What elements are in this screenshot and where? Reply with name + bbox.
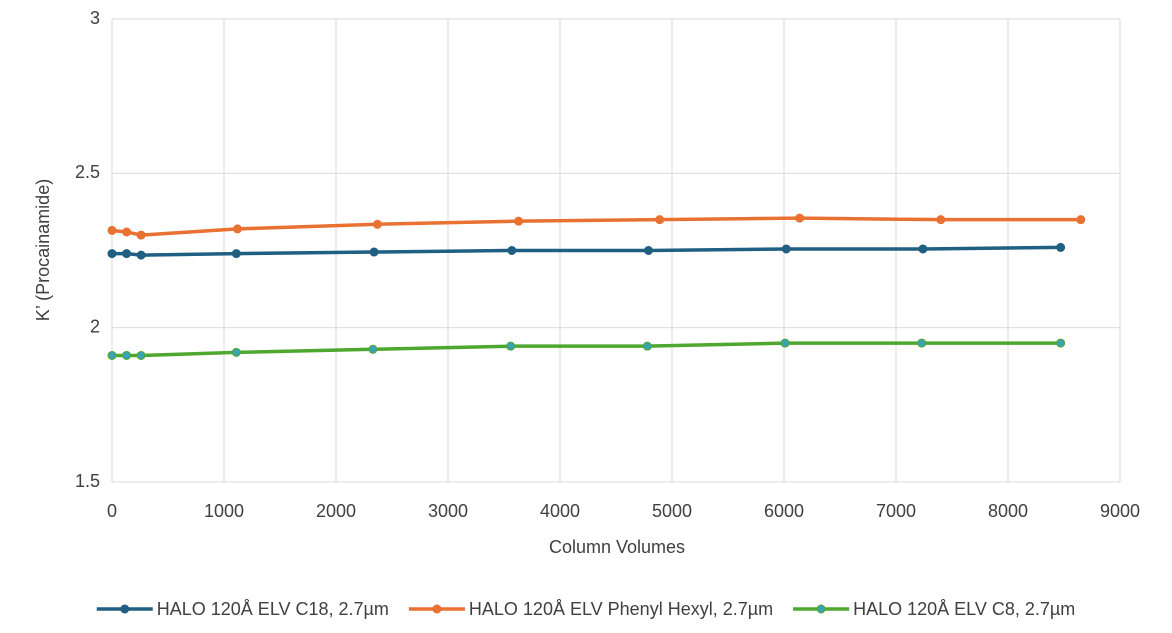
data-point (122, 249, 132, 259)
x-tick-label: 4000 (540, 501, 580, 521)
data-point (107, 249, 117, 259)
x-tick-label: 7000 (876, 501, 916, 521)
data-point (918, 244, 928, 254)
x-tick-label: 5000 (652, 501, 692, 521)
data-point (780, 338, 790, 348)
legend-item: HALO 120Å ELV Phenyl Hexyl, 2.7µm (408, 599, 773, 619)
data-point (1056, 242, 1066, 252)
data-point (917, 338, 927, 348)
y-tick-label: 2.5 (75, 162, 100, 182)
data-point (795, 213, 805, 223)
x-tick-label: 3000 (428, 501, 468, 521)
legend-item: HALO 120Å ELV C8, 2.7µm (793, 599, 1075, 619)
data-point (232, 224, 242, 234)
data-point (643, 246, 653, 255)
y-axis-label: K’ (Procainamide) (33, 179, 53, 321)
series-line (112, 341, 1061, 358)
legend-label: HALO 120Å ELV Phenyl Hexyl, 2.7µm (469, 599, 773, 619)
x-tick-label: 0 (107, 501, 117, 521)
y-tick-label: 3 (90, 8, 100, 28)
data-point (107, 225, 117, 235)
data-point (781, 244, 791, 254)
legend-marker (432, 604, 442, 614)
x-tick-label: 8000 (988, 501, 1028, 521)
x-tick-label: 6000 (764, 501, 804, 521)
data-point (514, 216, 524, 226)
legend-item: HALO 120Å ELV C18, 2.7µm (96, 599, 389, 619)
data-point (107, 350, 117, 360)
data-point (136, 350, 146, 360)
data-point (372, 219, 382, 229)
y-tick-label: 1.5 (75, 471, 100, 491)
data-point (122, 350, 132, 360)
legend-marker (120, 604, 130, 614)
data-point (369, 247, 379, 257)
data-point (231, 347, 241, 357)
data-point (368, 344, 378, 354)
data-point (122, 227, 132, 237)
data-point (1056, 338, 1066, 348)
x-tick-label: 1000 (204, 501, 244, 521)
x-tick-label: 9000 (1100, 501, 1140, 521)
data-point (136, 250, 146, 260)
data-point (136, 230, 146, 240)
data-point (642, 341, 652, 351)
data-point (936, 215, 946, 225)
data-point (507, 246, 517, 255)
legend-label: HALO 120Å ELV C18, 2.7µm (157, 599, 389, 619)
data-point (655, 215, 665, 225)
y-tick-label: 2 (90, 316, 100, 336)
x-tick-label: 2000 (316, 501, 356, 521)
data-point (231, 249, 241, 259)
data-point (1076, 215, 1086, 225)
series-line (112, 216, 1081, 237)
legend-marker (816, 604, 826, 614)
legend-label: HALO 120Å ELV C8, 2.7µm (853, 599, 1075, 619)
x-axis-label: Column Volumes (549, 537, 685, 557)
series-line (112, 245, 1061, 257)
data-point (506, 341, 516, 351)
